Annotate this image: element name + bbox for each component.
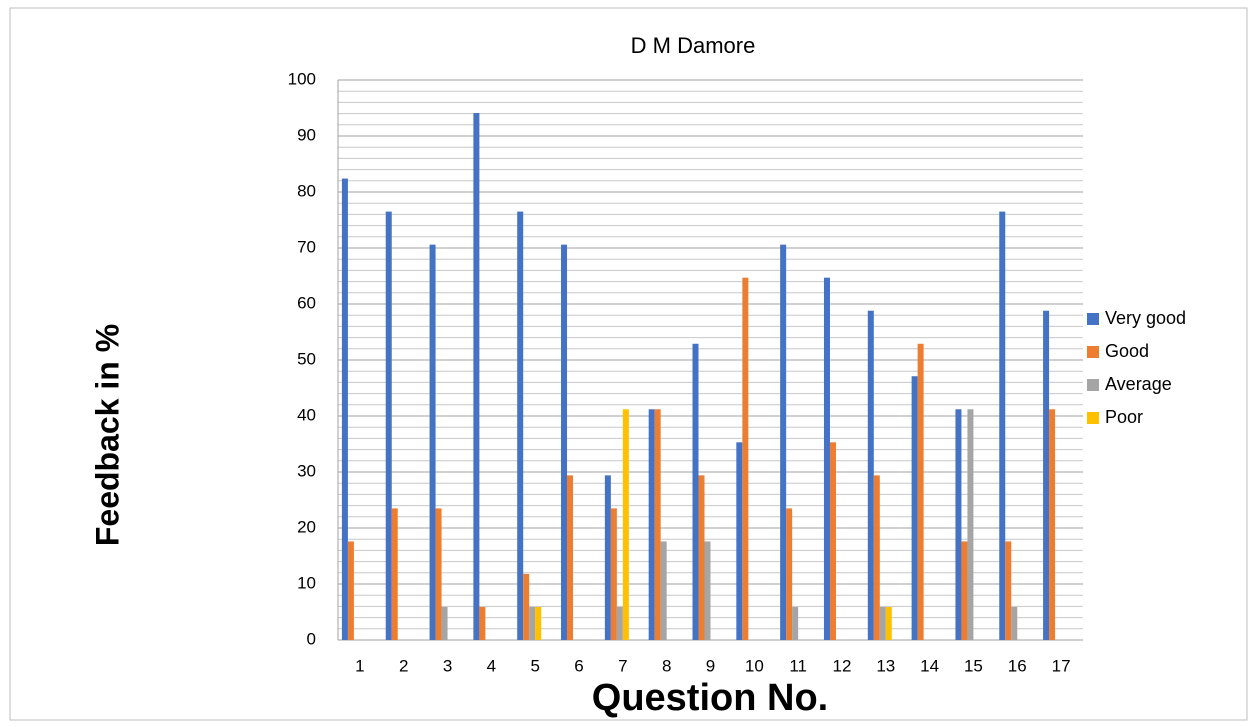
bar: [391, 508, 398, 640]
bar: [385, 211, 392, 640]
bar: [479, 606, 486, 640]
bar: [917, 343, 924, 640]
x-tick-label: 9: [706, 656, 715, 675]
bar: [567, 475, 574, 640]
bar: [341, 178, 348, 640]
bar: [535, 606, 542, 640]
x-tick-label: 3: [443, 656, 452, 675]
bar: [1049, 409, 1056, 640]
bar: [517, 211, 524, 640]
bar: [529, 606, 536, 640]
x-tick-label: 1: [355, 656, 364, 675]
y-tick-label: 60: [297, 293, 316, 312]
y-tick-label: 90: [297, 125, 316, 144]
y-tick-label: 100: [288, 69, 316, 88]
x-tick-label: 2: [399, 656, 408, 675]
y-tick-label: 20: [297, 517, 316, 536]
bar: [786, 508, 793, 640]
x-tick-label: 16: [1008, 656, 1027, 675]
y-tick-label: 50: [297, 349, 316, 368]
bar: [829, 442, 836, 640]
bar: [955, 409, 962, 640]
bar: [347, 541, 354, 640]
bar: [622, 409, 629, 640]
bar: [736, 442, 743, 640]
bar: [648, 409, 655, 640]
bar: [967, 409, 974, 640]
bar: [879, 606, 886, 640]
bar: [885, 606, 892, 640]
x-tick-label: 13: [876, 656, 895, 675]
bar: [523, 573, 530, 640]
bar: [1011, 606, 1018, 640]
bar: [692, 343, 699, 640]
bar: [1005, 541, 1012, 640]
bar: [616, 606, 623, 640]
legend-swatch: [1087, 412, 1099, 424]
legend-swatch: [1087, 346, 1099, 358]
bar: [660, 541, 667, 640]
bar: [429, 244, 436, 640]
x-axis-label: Question No.: [592, 677, 828, 719]
bar: [441, 606, 448, 640]
bar: [654, 409, 661, 640]
x-tick-label: 15: [964, 656, 983, 675]
x-tick-label: 8: [662, 656, 671, 675]
bar: [610, 508, 617, 640]
x-tick-label: 11: [789, 656, 807, 675]
x-tick-label: 5: [530, 656, 539, 675]
bar: [742, 277, 749, 640]
bar: [435, 508, 442, 640]
legend-label: Average: [1105, 374, 1172, 394]
legend-label: Very good: [1105, 308, 1186, 328]
legend-label: Poor: [1105, 407, 1143, 427]
y-tick-label: 10: [297, 573, 316, 592]
legend-swatch: [1087, 379, 1099, 391]
x-tick-label: 14: [920, 656, 939, 675]
y-tick-label: 0: [307, 629, 316, 648]
bar: [961, 541, 968, 640]
bar: [823, 277, 830, 640]
bar: [780, 244, 787, 640]
bar: [561, 244, 568, 640]
bar: [1043, 310, 1050, 640]
bar: [698, 475, 705, 640]
x-tick-label: 12: [833, 656, 852, 675]
bar: [873, 475, 880, 640]
legend-swatch: [1087, 313, 1099, 325]
y-tick-label: 80: [297, 181, 316, 200]
bar: [473, 113, 480, 641]
x-tick-label: 4: [487, 656, 496, 675]
y-axis-label: Feedback in %: [89, 324, 125, 546]
bar: [911, 376, 918, 640]
x-tick-label: 7: [618, 656, 627, 675]
bar: [704, 541, 711, 640]
x-tick-label: 10: [745, 656, 764, 675]
bar: [999, 211, 1006, 640]
bar: [604, 475, 611, 640]
bar: [867, 310, 874, 640]
bar: [792, 606, 799, 640]
x-tick-label: 17: [1052, 656, 1071, 675]
y-tick-label: 30: [297, 461, 316, 480]
chart-title: D M Damore: [631, 33, 756, 58]
y-tick-label: 70: [297, 237, 316, 256]
x-tick-label: 6: [574, 656, 583, 675]
y-tick-label: 40: [297, 405, 316, 424]
legend-label: Good: [1105, 341, 1149, 361]
